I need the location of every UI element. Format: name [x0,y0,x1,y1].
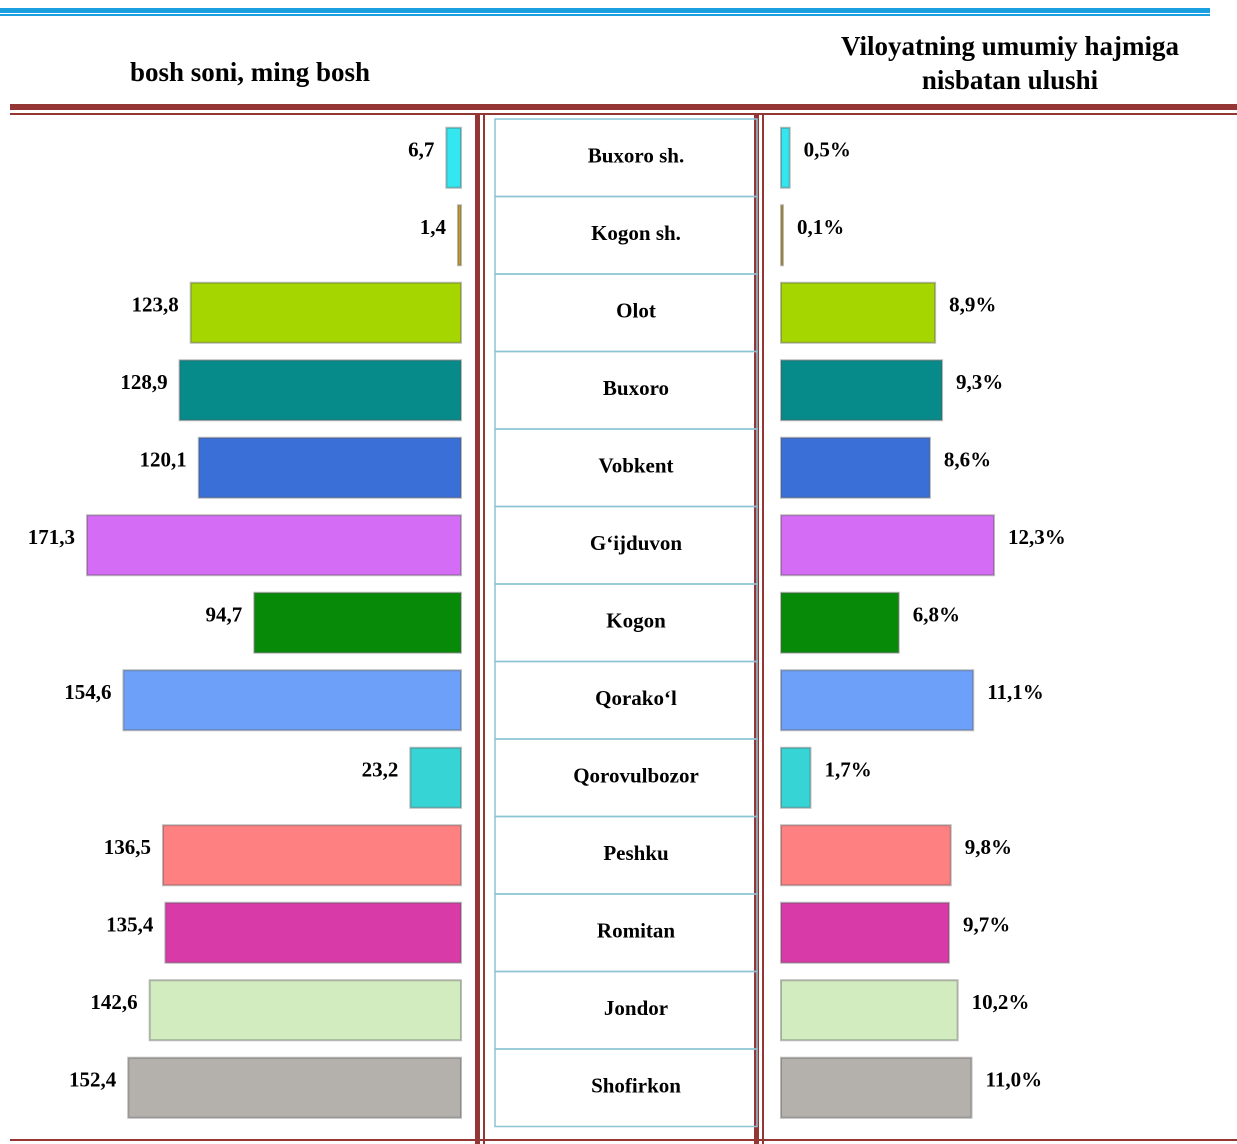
category-label: Vobkent [598,454,673,478]
value-label: 1,7% [824,758,871,782]
left-header: bosh soni, ming bosh [129,57,371,87]
bar [178,359,463,422]
bar [122,669,462,732]
header-rule [10,104,1237,110]
value-label: 11,0% [985,1068,1042,1092]
bar [780,591,900,654]
category-label: G‘ijduvon [590,531,683,555]
value-label: 135,4 [106,913,154,937]
value-label: 12,3% [1008,525,1066,549]
top-rule [0,8,1210,13]
category-label: Qorovulbozor [573,764,699,788]
category-label: Jondor [604,996,668,1020]
value-label: 171,3 [28,525,75,549]
bar [445,126,462,189]
top-rule [0,14,1210,16]
bar [161,824,463,887]
bar [780,669,975,732]
bar [780,204,784,267]
bar [780,126,791,189]
bar [780,359,944,422]
bar [780,281,937,344]
value-label: 0,5% [804,138,851,162]
value-label: 9,3% [956,370,1003,394]
value-label: 120,1 [140,448,187,472]
bar [780,1056,973,1119]
value-label: 8,6% [944,448,991,472]
value-label: 6,8% [913,603,960,627]
value-label: 9,7% [963,913,1010,937]
bar [780,901,950,964]
value-label: 94,7 [205,603,242,627]
bottom-rule [10,1139,1237,1141]
value-label: 128,9 [120,370,167,394]
value-label: 8,9% [949,293,996,317]
right-header: Viloyatning umumiy hajmiga nisbatan ulus… [840,31,1180,95]
category-label: Buxoro [603,376,669,400]
value-label: 11,1% [987,680,1044,704]
bar [148,979,462,1042]
bar [164,901,462,964]
category-cell [494,1048,758,1128]
header-rule [10,113,1237,115]
bar [780,514,995,577]
category-label: Kogon sh. [591,221,681,245]
category-label: Qorako‘l [595,686,677,710]
value-label: 142,6 [90,990,137,1014]
bar [86,514,462,577]
category-label: Buxoro sh. [588,144,684,168]
bar [456,204,462,267]
bar [780,436,931,499]
category-label: Olot [616,299,656,323]
value-label: 136,5 [104,835,151,859]
category-label: Peshku [603,841,669,865]
category-label: Shofirkon [591,1074,681,1098]
bar [197,436,462,499]
divider [475,115,480,1144]
category-label: Kogon [606,609,666,633]
value-label: 0,1% [797,215,844,239]
bar [780,824,952,887]
bar [253,591,462,654]
value-label: 6,7 [408,138,434,162]
category-label: Romitan [597,919,675,943]
divider [483,115,485,1144]
bar [780,979,959,1042]
value-label: 152,4 [69,1068,117,1092]
bar [780,746,812,809]
value-label: 154,6 [64,680,111,704]
value-label: 123,8 [131,293,178,317]
value-label: 10,2% [972,990,1030,1014]
value-label: 23,2 [362,758,399,782]
bar [127,1056,463,1119]
value-label: 9,8% [965,835,1012,859]
divider [762,115,764,1144]
bar [409,746,463,809]
bar [189,281,462,344]
value-label: 1,4 [420,215,447,239]
